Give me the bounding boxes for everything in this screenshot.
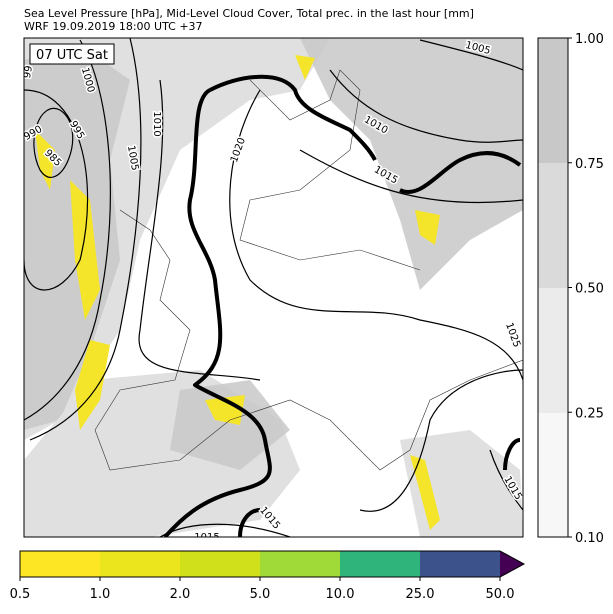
- map-frame: [23, 37, 524, 538]
- precip-tick-label: 1.0: [90, 587, 111, 602]
- subtitle: WRF 19.09.2019 18:00 UTC +37: [24, 20, 203, 33]
- time-label: 07 UTC Sat: [36, 48, 108, 63]
- cloud-tick-label: 0.25: [575, 406, 604, 421]
- cloud-colorbar: [537, 37, 569, 538]
- precip-colorbar: [19, 550, 526, 578]
- isobar-label: 1015: [194, 532, 219, 543]
- title: Sea Level Pressure [hPa], Mid-Level Clou…: [24, 7, 474, 20]
- precip-tick-label: 0.5: [10, 587, 31, 602]
- precip-tick-label: 50.0: [486, 587, 515, 602]
- cloud-tick-label: 1.00: [575, 32, 604, 47]
- time-box: [29, 43, 115, 65]
- cloud-tick-label: 0.50: [575, 282, 604, 297]
- precip-tick-label: 10.0: [326, 587, 355, 602]
- precip-tick-label: 5.0: [250, 587, 271, 602]
- precip-tick-label: 25.0: [406, 587, 435, 602]
- precip-tick-label: 2.0: [170, 587, 191, 602]
- cloud-tick-label: 0.75: [575, 157, 604, 172]
- isobar-label: 1010: [151, 111, 162, 136]
- cloud-tick-label: 0.10: [575, 531, 604, 546]
